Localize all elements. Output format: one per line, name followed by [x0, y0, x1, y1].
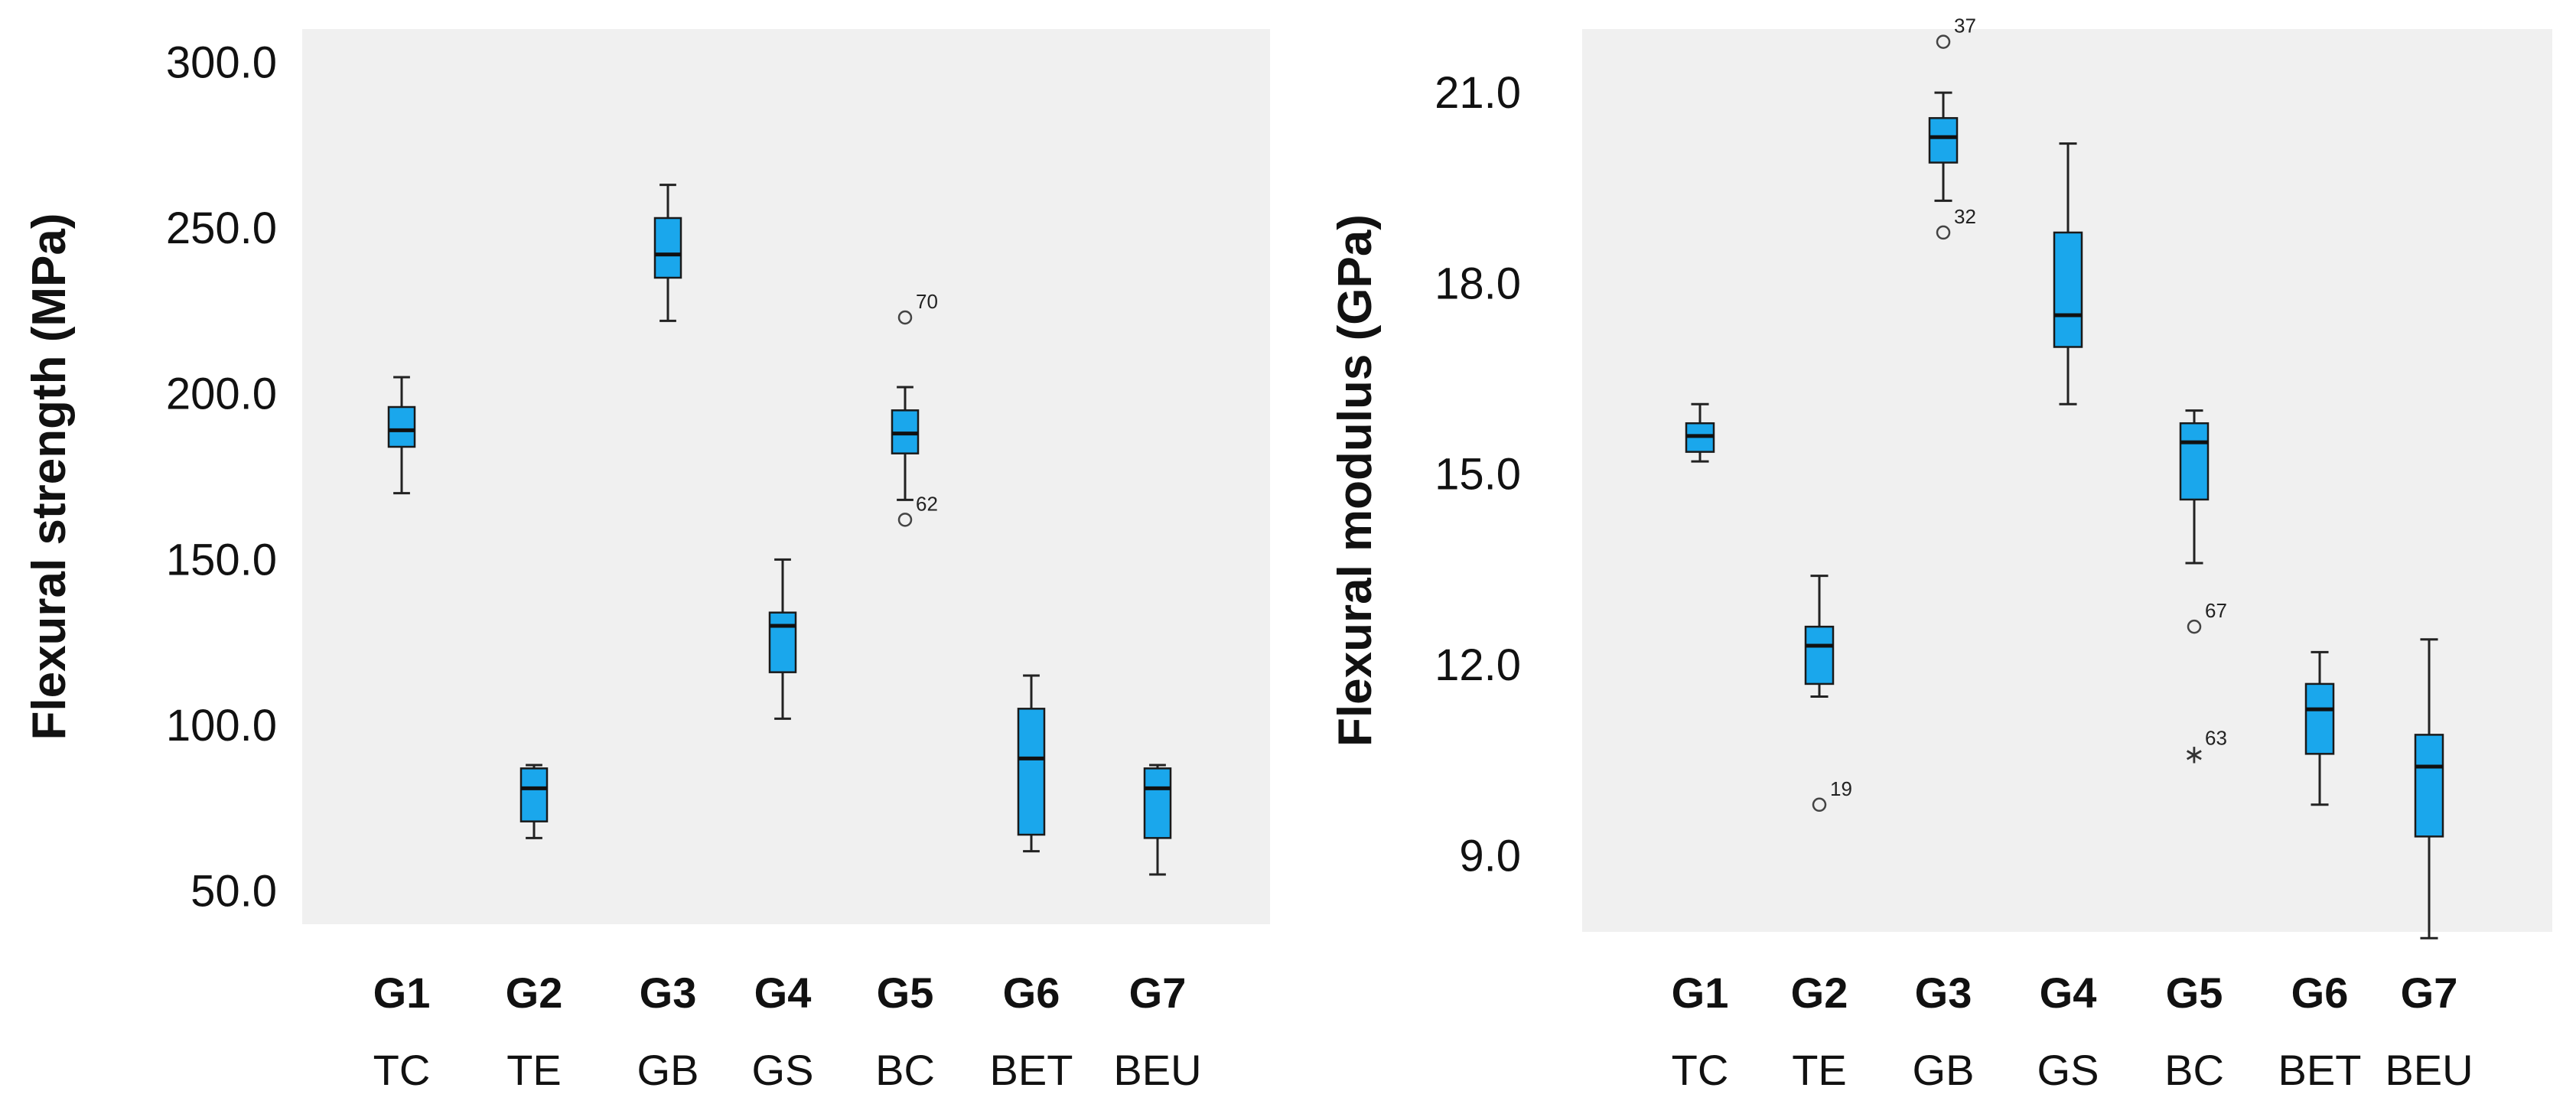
outlier-label: 62	[916, 492, 938, 515]
y-tick-label: 15.0	[1435, 450, 1521, 500]
y-tick-label: 50.0	[191, 867, 277, 917]
group-name-label: GS	[752, 1046, 814, 1094]
group-code-label: G7	[1129, 969, 1187, 1017]
iqr-box	[519, 767, 549, 822]
group-name-label: BET	[2278, 1046, 2362, 1094]
group-name-label: GB	[1913, 1046, 1975, 1094]
outlier-point	[2187, 619, 2202, 634]
outlier-label: 63	[2205, 726, 2227, 749]
group-name-label: TC	[373, 1046, 431, 1094]
group-code-label: G4	[2040, 969, 2097, 1017]
group-name-label: BEU	[2385, 1046, 2473, 1094]
outlier-label: 32	[1954, 205, 1976, 228]
group-code-label: G3	[1915, 969, 1972, 1017]
group-name-label: TC	[1672, 1046, 1729, 1094]
outlier-label: 67	[2205, 599, 2227, 622]
group-name-label: GS	[2037, 1046, 2099, 1094]
outlier-point	[897, 310, 913, 325]
outlier-label: 70	[916, 290, 938, 313]
group-name-label: BEU	[1113, 1046, 1201, 1094]
y-tick-label: 9.0	[1459, 831, 1521, 881]
group-code-label: G7	[2401, 969, 2458, 1017]
y-tick-label: 18.0	[1435, 259, 1521, 308]
iqr-box	[1804, 625, 1835, 686]
y-tick-label: 12.0	[1435, 640, 1521, 690]
group-code-label: G2	[506, 969, 563, 1017]
group-code-label: G6	[1003, 969, 1060, 1017]
group-name-label: BC	[875, 1046, 935, 1094]
group-code-label: G5	[2166, 969, 2223, 1017]
box-g1	[1685, 402, 1715, 463]
box-g5: 67 ∗63	[2179, 409, 2227, 770]
y-tick-label: 200.0	[166, 370, 277, 419]
iqr-box	[2179, 422, 2210, 501]
y-axis-title: Flexural strength (MPa)	[23, 213, 76, 741]
iqr-box	[2304, 682, 2335, 755]
iqr-box	[653, 217, 682, 279]
box-g6	[1017, 674, 1046, 853]
box-g7	[1143, 764, 1172, 876]
box-g2	[519, 764, 549, 839]
plot-area	[302, 29, 1270, 924]
box-g3	[653, 184, 682, 322]
iqr-box	[1928, 117, 1959, 164]
group-code-label: G1	[1672, 969, 1729, 1017]
group-code-label: G6	[2291, 969, 2349, 1017]
group-name-label: TE	[506, 1046, 562, 1094]
group-code-label: G1	[373, 969, 431, 1017]
group-name-label: GB	[637, 1046, 699, 1094]
box-g4	[768, 558, 797, 720]
outlier-label: 37	[1954, 15, 1976, 37]
outlier-point	[897, 513, 913, 527]
outlier-extreme: ∗	[2184, 739, 2206, 770]
group-name-label: BC	[2164, 1046, 2224, 1094]
iqr-box	[1143, 767, 1172, 839]
chart-1: 50.0 100.0 150.0 200.0 250.0 300.0 Flexural st…	[23, 29, 1270, 1094]
box-g7	[2414, 638, 2444, 940]
group-code-label: G4	[754, 969, 812, 1017]
group-name-label: BET	[990, 1046, 1073, 1094]
outlier-label: 19	[1830, 777, 1852, 800]
outlier-point	[1812, 797, 1827, 813]
y-tick-label: 250.0	[166, 204, 277, 253]
y-tick-label: 100.0	[166, 701, 277, 751]
box-g1	[387, 376, 416, 495]
box-g4	[2053, 142, 2083, 405]
group-code-label: G5	[877, 969, 934, 1017]
y-tick-label: 21.0	[1435, 68, 1521, 118]
group-code-label: G2	[1791, 969, 1848, 1017]
y-axis-title: Flexural modulus (GPa)	[1329, 214, 1382, 747]
group-code-label: G3	[640, 969, 697, 1017]
outlier-point	[1936, 225, 1951, 240]
outlier-point	[1936, 34, 1951, 49]
iqr-box	[768, 611, 797, 673]
y-tick-label: 150.0	[166, 535, 277, 585]
group-name-label: TE	[1792, 1046, 1847, 1094]
iqr-box	[2053, 231, 2083, 348]
box-g5: 70 62	[891, 290, 938, 527]
box-g2: 19	[1804, 575, 1852, 813]
box-g6	[2304, 650, 2335, 806]
iqr-box	[2414, 734, 2444, 838]
iqr-box	[1017, 708, 1046, 836]
y-tick-label: 300.0	[166, 37, 277, 87]
chart-2: 9.0 12.0 15.0 18.0 21.0 Flexural modulus (GPa…	[1329, 15, 2552, 1094]
box-g3: 37 32	[1928, 15, 1976, 240]
iqr-box	[387, 405, 416, 448]
